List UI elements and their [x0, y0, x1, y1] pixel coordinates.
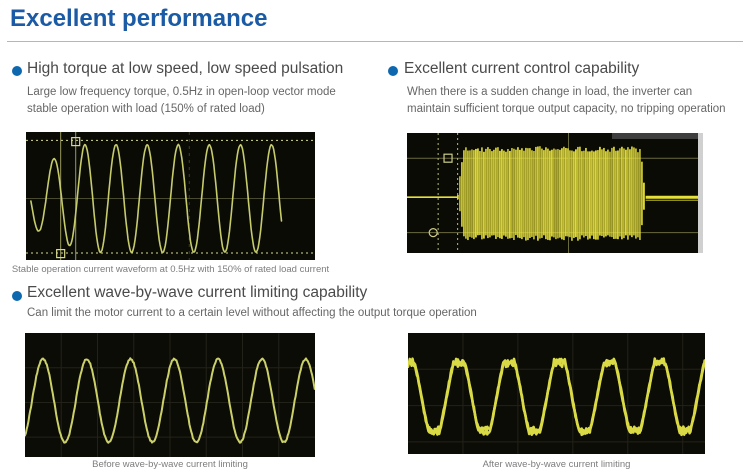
section-heading-wave-limiting: Excellent wave-by-wave current limiting … [27, 284, 368, 301]
bullet-icon [12, 66, 22, 76]
section-desc-high-torque: Large low frequency torque, 0.5Hz in ope… [27, 84, 336, 118]
oscilloscope-low-speed-waveform [26, 132, 315, 260]
scope-window-fragment [612, 133, 703, 139]
desc-line: maintain sufficient torque output capaci… [407, 103, 726, 115]
bullet-icon [12, 291, 22, 301]
page-title: Excellent performance [10, 5, 268, 32]
desc-line: stable operation with load (150% of rate… [27, 103, 265, 115]
title-divider [7, 41, 743, 42]
desc-line: Large low frequency torque, 0.5Hz in ope… [27, 86, 336, 98]
section-desc-current-control: When there is a sudden change in load, t… [407, 84, 726, 118]
section-heading-high-torque: High torque at low speed, low speed puls… [27, 60, 344, 77]
bullet-icon [388, 66, 398, 76]
section-heading-current-control: Excellent current control capability [404, 60, 640, 77]
caption-low-speed-waveform: Stable operation current waveform at 0.5… [11, 264, 330, 275]
oscilloscope-sudden-load-waveform [407, 133, 698, 253]
caption-before-limiting: Before wave-by-wave current limiting [92, 459, 248, 470]
caption-after-limiting: After wave-by-wave current limiting [482, 459, 631, 470]
desc-line: Can limit the motor current to a certain… [27, 307, 477, 319]
scope-window-edge [698, 133, 703, 253]
section-desc-wave-limiting: Can limit the motor current to a certain… [27, 305, 477, 322]
oscilloscope-after-limiting [408, 333, 705, 454]
desc-line: When there is a sudden change in load, t… [407, 86, 693, 98]
oscilloscope-before-limiting [25, 333, 315, 457]
